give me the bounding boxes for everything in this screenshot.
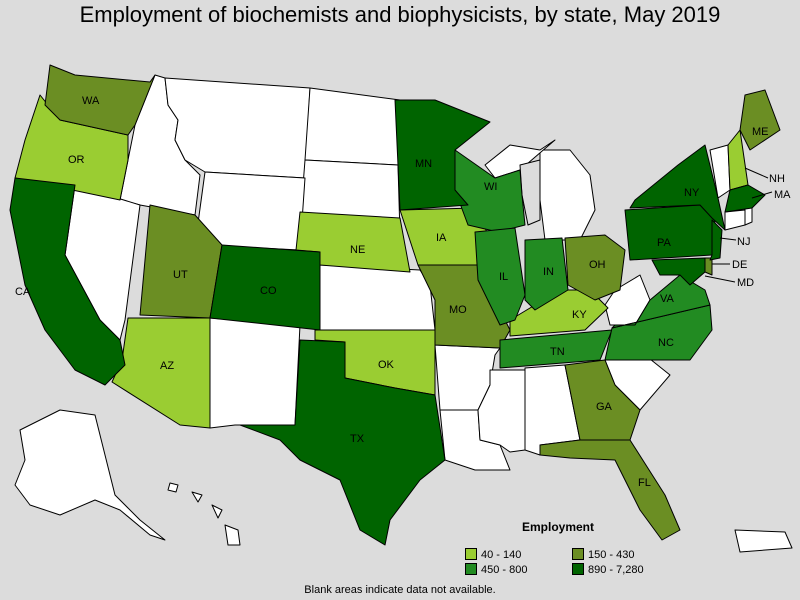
state-de xyxy=(704,257,713,276)
state-pa xyxy=(624,204,716,261)
class-450-800 xyxy=(454,149,713,369)
label-nh: NH xyxy=(769,173,785,185)
state-wa xyxy=(44,64,156,136)
state-tn xyxy=(499,329,613,369)
legend-title: Employment xyxy=(522,520,595,534)
legend-swatch xyxy=(572,548,584,560)
footnote: Blank areas indicate data not available. xyxy=(304,584,496,596)
legend-label: 450 - 800 xyxy=(481,564,528,576)
legend-swatch xyxy=(572,563,584,575)
legend-label: 40 - 140 xyxy=(481,549,522,561)
label-ky: KY xyxy=(572,309,587,321)
class-890-7280 xyxy=(9,99,766,546)
label-nj: NJ xyxy=(737,236,750,248)
state-mi xyxy=(539,149,596,241)
label-md: MD xyxy=(737,277,754,289)
state-co xyxy=(209,244,321,331)
label-or: OR xyxy=(68,154,85,166)
label-va: VA xyxy=(660,293,675,305)
label-ne: NE xyxy=(350,244,365,256)
label-ca: CA xyxy=(15,286,31,298)
state-ca xyxy=(9,177,126,386)
state-md xyxy=(651,257,706,286)
legend-item-150-430: 150 - 430 xyxy=(572,548,634,562)
state-pr xyxy=(734,529,793,553)
legend-item-450-800: 450 - 800 xyxy=(465,563,527,577)
state-in xyxy=(524,237,569,311)
label-wi: WI xyxy=(484,181,497,193)
state-nj xyxy=(709,219,723,261)
label-oh: OH xyxy=(589,259,606,271)
state-ri xyxy=(744,207,753,226)
label-az: AZ xyxy=(160,360,174,372)
state-mn xyxy=(394,99,491,211)
label-wa: WA xyxy=(82,95,100,107)
state-ak xyxy=(14,409,166,541)
state-ny xyxy=(629,144,726,231)
label-de: DE xyxy=(732,259,747,271)
state-ct xyxy=(724,209,746,231)
label-ga: GA xyxy=(596,401,613,413)
callout-lines xyxy=(704,167,773,283)
label-ok: OK xyxy=(378,359,395,371)
legend-label: 890 - 7,280 xyxy=(588,564,644,576)
map-title: Employment of biochemists and biophysici… xyxy=(79,2,721,27)
label-tn: TN xyxy=(550,346,565,358)
label-ma: MA xyxy=(774,189,791,201)
label-ia: IA xyxy=(436,232,447,244)
state-il xyxy=(474,227,526,326)
label-ut: UT xyxy=(173,269,188,281)
state-ks xyxy=(314,264,436,331)
legend-swatch xyxy=(465,563,477,575)
state-oh xyxy=(564,234,626,301)
label-mo: MO xyxy=(449,304,467,316)
label-il: IL xyxy=(499,271,508,283)
state-fl xyxy=(539,439,681,541)
state-me xyxy=(739,89,781,151)
label-ny: NY xyxy=(684,187,700,199)
state-labels: WA OR CA UT AZ CO NE OK TX MN IA MO WI I… xyxy=(15,95,791,489)
label-tx: TX xyxy=(350,433,365,445)
legend-label: 150 - 430 xyxy=(588,549,635,561)
label-mn: MN xyxy=(415,158,432,170)
state-hi xyxy=(167,482,241,546)
legend-item-890-7280: 890 - 7,280 xyxy=(572,563,644,577)
state-ma xyxy=(724,184,766,213)
state-az xyxy=(111,317,211,429)
legend-item-40-140: 40 - 140 xyxy=(465,548,521,562)
label-co: CO xyxy=(260,285,277,297)
label-fl: FL xyxy=(638,477,651,489)
label-in: IN xyxy=(543,266,554,278)
label-me: ME xyxy=(752,126,769,138)
state-nm xyxy=(209,317,301,429)
state-nd xyxy=(304,87,401,166)
legend-swatch xyxy=(465,548,477,560)
state-tx xyxy=(239,339,446,546)
label-pa: PA xyxy=(657,237,672,249)
label-nc: NC xyxy=(658,337,674,349)
